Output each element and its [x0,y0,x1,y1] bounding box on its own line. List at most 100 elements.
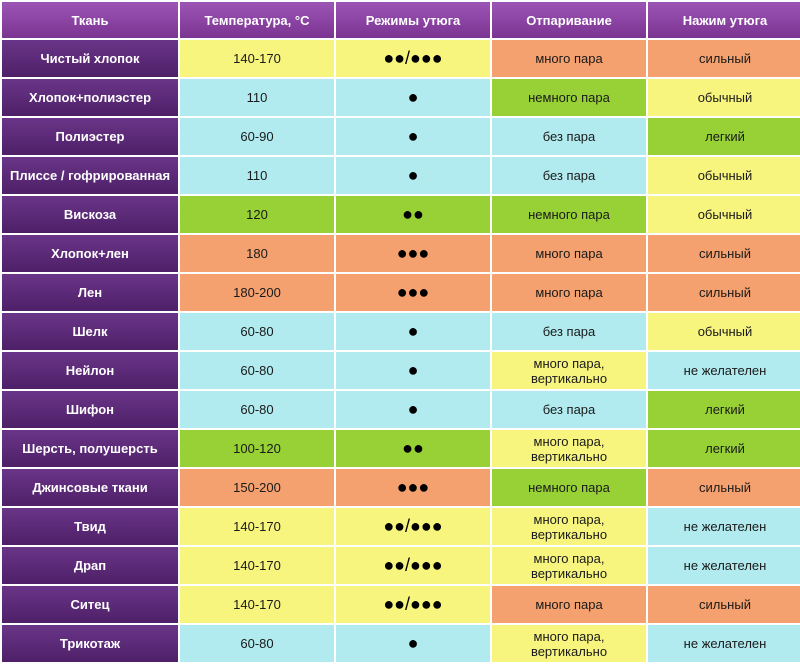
temperature-cell: 60-80 [180,625,334,662]
table-row: Лен 180-200 ●●● много пара сильный [2,274,800,311]
header-iron-mode: Режимы утюга [336,2,490,38]
steam-cell: без пара [492,313,646,350]
table-row: Плиссе / гофрированная 110 ● без пара обычны… [2,157,800,194]
iron-mode-cell: ●●● [336,235,490,272]
table-row: Шелк 60-80 ● без пара обычный [2,313,800,350]
temperature-cell: 100-120 [180,430,334,467]
temperature-cell: 180-200 [180,274,334,311]
table-row: Хлопок+лен 180 ●●● много пара сильный [2,235,800,272]
steam-cell: немного пара [492,196,646,233]
iron-mode-cell: ● [336,352,490,389]
steam-cell: много пара, вертикально [492,547,646,584]
fabric-cell: Твид [2,508,178,545]
pressure-cell: не желателен [648,508,800,545]
table-row: Полиэстер 60-90 ● без пара легкий [2,118,800,155]
pressure-cell: легкий [648,118,800,155]
pressure-cell: не желателен [648,352,800,389]
fabric-cell: Ситец [2,586,178,623]
table-row: Нейлон 60-80 ● много пара, вертикально не же… [2,352,800,389]
temperature-cell: 60-80 [180,352,334,389]
iron-mode-cell: ●●● [336,274,490,311]
table-row: Чистый хлопок 140-170 ●●/●●● много пара силь… [2,40,800,77]
iron-mode-cell: ● [336,157,490,194]
temperature-cell: 60-90 [180,118,334,155]
steam-cell: без пара [492,118,646,155]
temperature-cell: 120 [180,196,334,233]
table-body: Чистый хлопок 140-170 ●●/●●● много пара силь… [2,40,800,662]
header-temperature: Температура, °С [180,2,334,38]
steam-cell: много пара [492,274,646,311]
pressure-cell: легкий [648,391,800,428]
table-row: Вискоза 120 ●● немного пара обычный [2,196,800,233]
iron-mode-cell: ●●/●●● [336,40,490,77]
pressure-cell: обычный [648,196,800,233]
fabric-cell: Драп [2,547,178,584]
fabric-cell: Лен [2,274,178,311]
fabric-cell: Вискоза [2,196,178,233]
temperature-cell: 110 [180,79,334,116]
fabric-cell: Чистый хлопок [2,40,178,77]
fabric-cell: Шелк [2,313,178,350]
iron-mode-cell: ●● [336,196,490,233]
table-row: Твид 140-170 ●●/●●● много пара, вертикально… [2,508,800,545]
steam-cell: немного пара [492,79,646,116]
fabric-cell: Хлопок+лен [2,235,178,272]
temperature-cell: 140-170 [180,547,334,584]
temperature-cell: 150-200 [180,469,334,506]
fabric-cell: Нейлон [2,352,178,389]
iron-mode-cell: ● [336,391,490,428]
pressure-cell: не желателен [648,625,800,662]
steam-cell: много пара, вертикально [492,352,646,389]
temperature-cell: 140-170 [180,586,334,623]
temperature-cell: 60-80 [180,313,334,350]
pressure-cell: легкий [648,430,800,467]
steam-cell: много пара [492,40,646,77]
iron-mode-cell: ●●● [336,469,490,506]
temperature-cell: 60-80 [180,391,334,428]
iron-mode-cell: ● [336,625,490,662]
pressure-cell: обычный [648,313,800,350]
header-pressure: Нажим утюга [648,2,800,38]
steam-cell: немного пара [492,469,646,506]
header-row: Ткань Температура, °С Режимы утюга Отпар… [2,2,800,38]
steam-cell: много пара [492,586,646,623]
fabric-cell: Трикотаж [2,625,178,662]
header-steam: Отпаривание [492,2,646,38]
table-row: Шерсть, полушерсть 100-120 ●● много пара, в… [2,430,800,467]
pressure-cell: обычный [648,157,800,194]
table-row: Трикотаж 60-80 ● много пара, вертикально не … [2,625,800,662]
temperature-cell: 180 [180,235,334,272]
table-row: Драп 140-170 ●●/●●● много пара, вертикально… [2,547,800,584]
steam-cell: много пара, вертикально [492,430,646,467]
temperature-cell: 140-170 [180,40,334,77]
header-fabric: Ткань [2,2,178,38]
iron-mode-cell: ● [336,79,490,116]
pressure-cell: сильный [648,235,800,272]
fabric-cell: Хлопок+полиэстер [2,79,178,116]
iron-mode-cell: ●● [336,430,490,467]
pressure-cell: сильный [648,40,800,77]
steam-cell: много пара, вертикально [492,625,646,662]
iron-mode-cell: ●●/●●● [336,547,490,584]
pressure-cell: сильный [648,274,800,311]
iron-mode-cell: ● [336,313,490,350]
fabric-cell: Шифон [2,391,178,428]
iron-mode-cell: ●●/●●● [336,586,490,623]
pressure-cell: сильный [648,586,800,623]
iron-mode-cell: ● [336,118,490,155]
temperature-cell: 140-170 [180,508,334,545]
pressure-cell: сильный [648,469,800,506]
fabric-cell: Джинсовые ткани [2,469,178,506]
fabric-cell: Плиссе / гофрированная [2,157,178,194]
pressure-cell: не желателен [648,547,800,584]
table-row: Джинсовые ткани 150-200 ●●● немного пара сил… [2,469,800,506]
pressure-cell: обычный [648,79,800,116]
steam-cell: без пара [492,391,646,428]
table-row: Шифон 60-80 ● без пара легкий [2,391,800,428]
temperature-cell: 110 [180,157,334,194]
iron-mode-cell: ●●/●●● [336,508,490,545]
steam-cell: много пара [492,235,646,272]
table-row: Ситец 140-170 ●●/●●● много пара сильный [2,586,800,623]
steam-cell: много пара, вертикально [492,508,646,545]
